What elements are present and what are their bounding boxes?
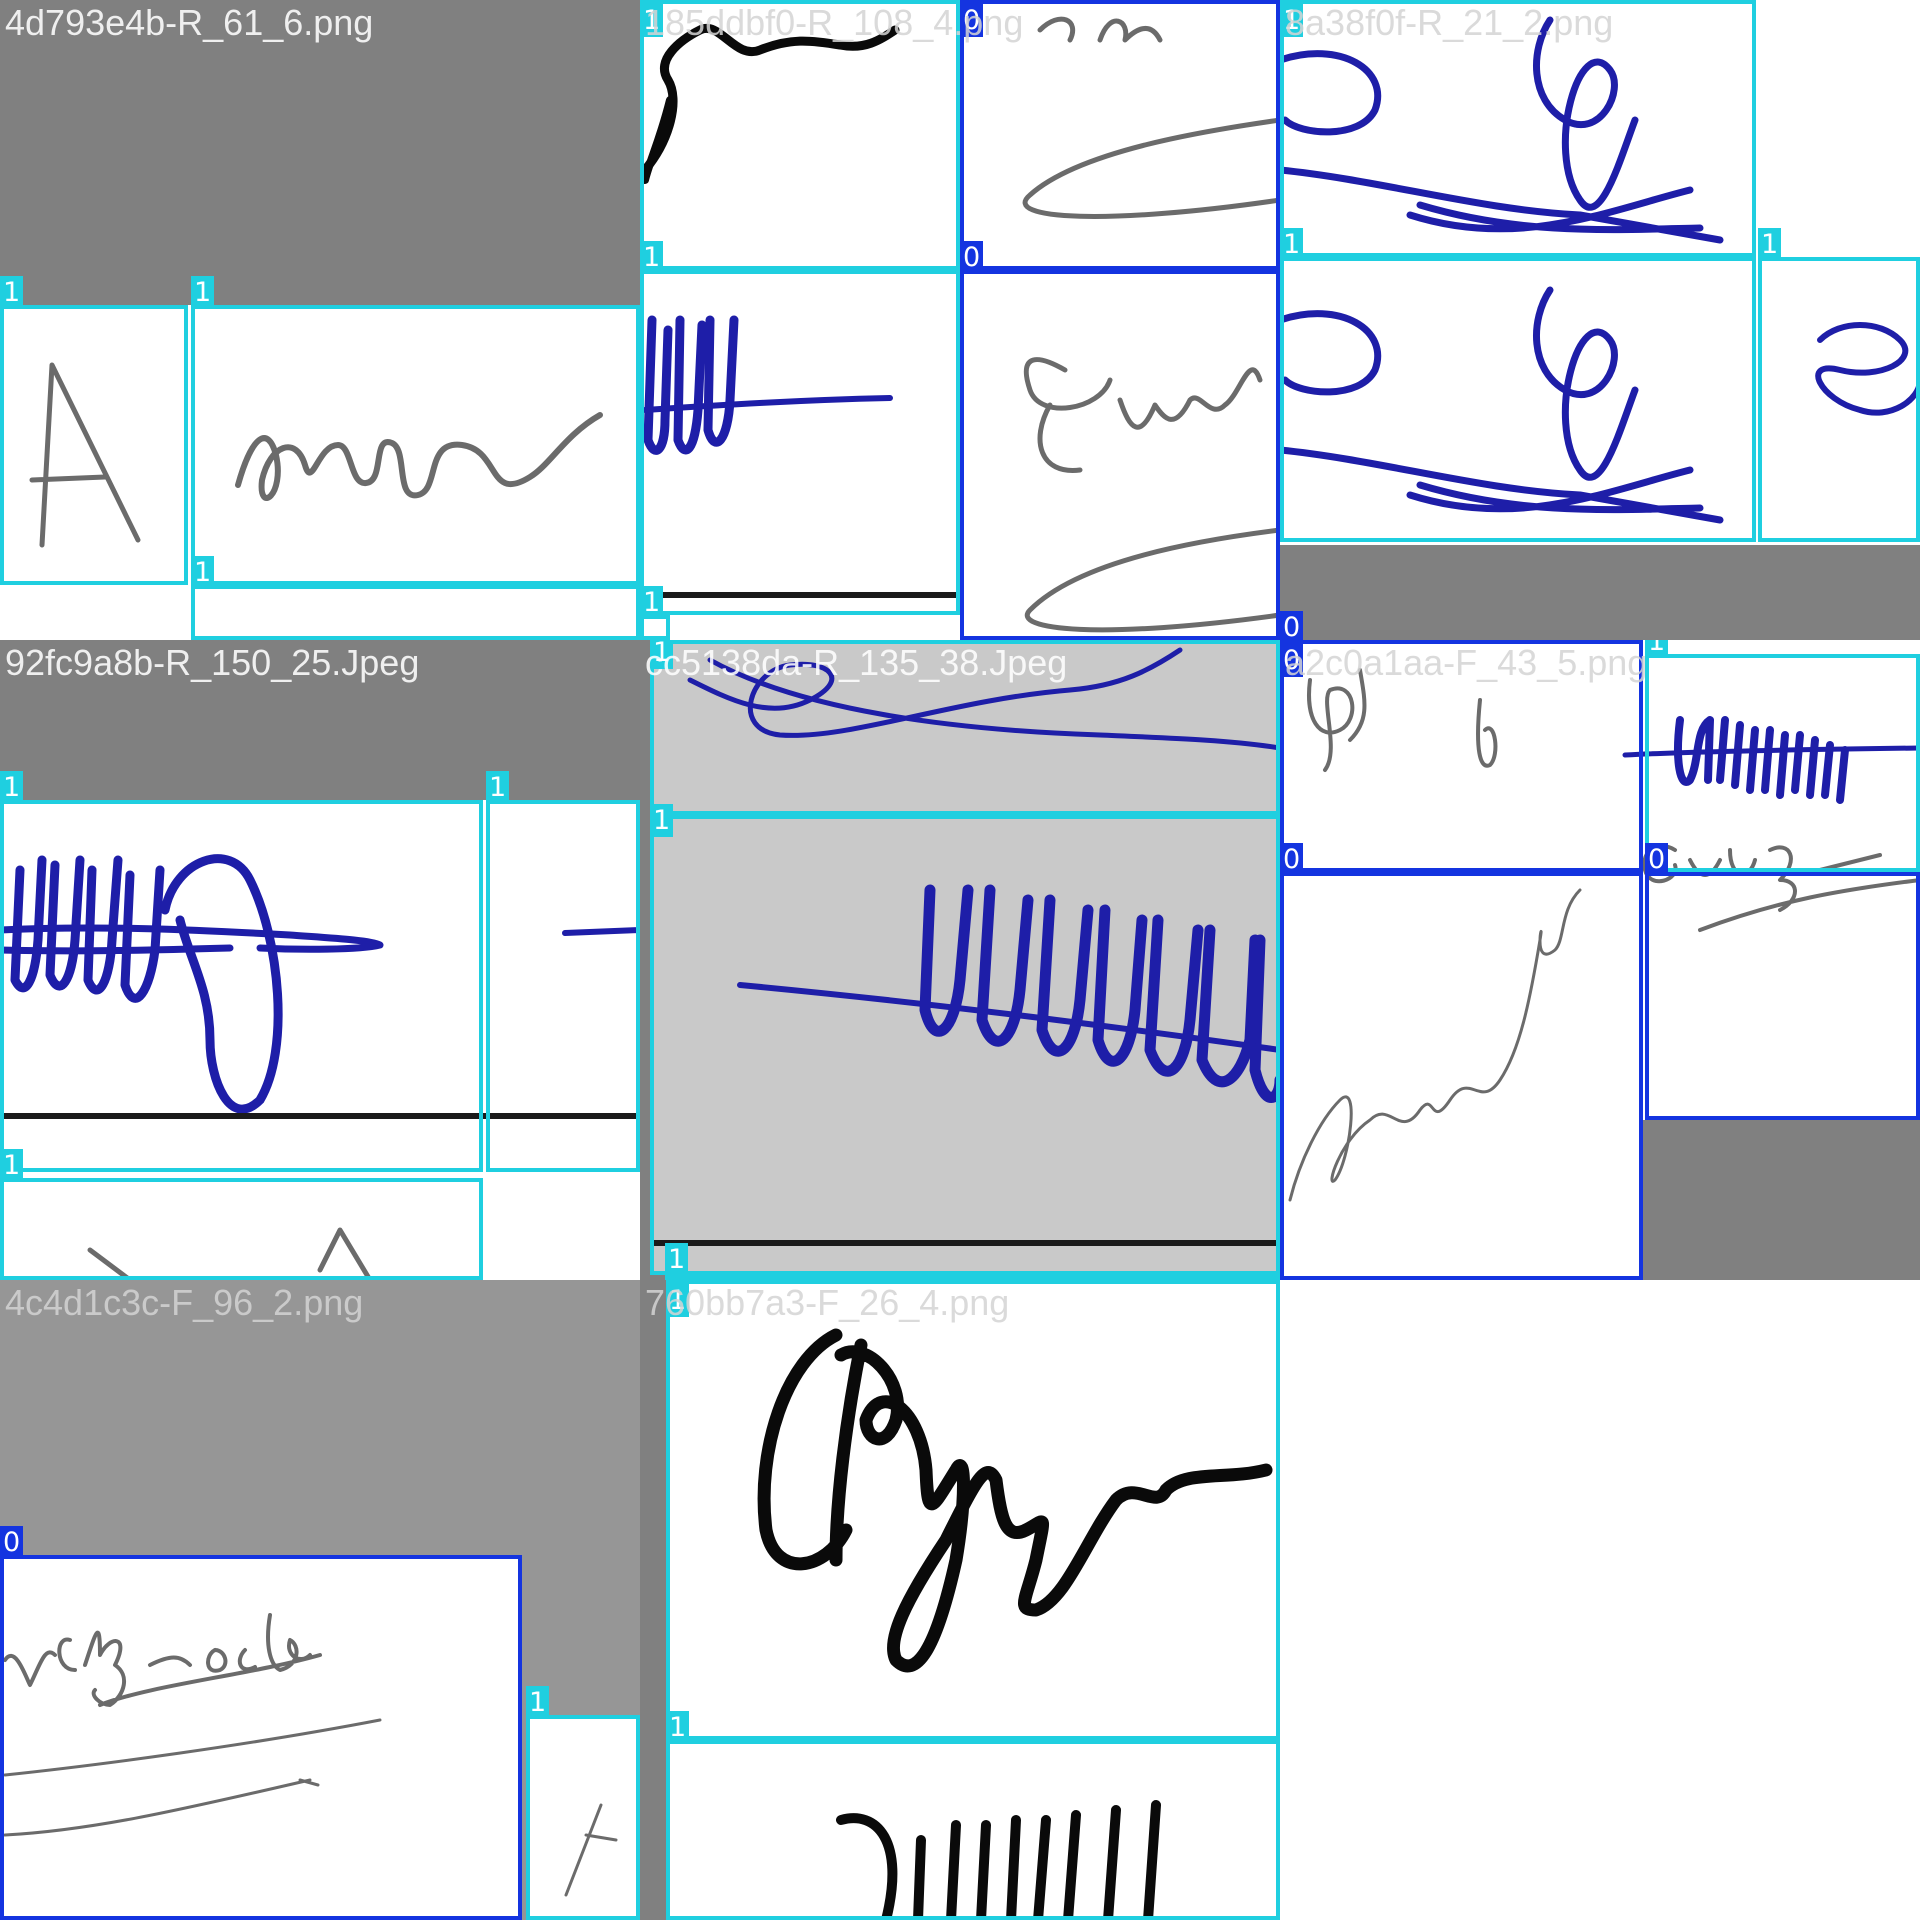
detection-box: 1 xyxy=(526,1686,640,1920)
class-label: 1 xyxy=(191,276,215,309)
class-label: 0 xyxy=(960,241,984,274)
detection-box: 1 xyxy=(650,640,1280,815)
signature-image xyxy=(640,270,960,640)
signature-stroke xyxy=(1024,527,1280,633)
signature-image xyxy=(960,0,1280,640)
mosaic-tile: cc5138da-R_135_38.Jpeg 1 1 1 xyxy=(640,640,1280,1280)
signature-stroke xyxy=(737,982,1280,1053)
mosaic-tile: 185ddbf0-R_108_4.png 1 0 1 0 1 xyxy=(640,0,1280,640)
class-label: 1 xyxy=(666,1284,690,1317)
signature-stroke xyxy=(0,924,384,955)
baseline-rule xyxy=(0,1113,640,1119)
class-label: 0 xyxy=(1280,644,1304,677)
signature-image xyxy=(1280,0,1920,545)
class-label: 0 xyxy=(1280,611,1304,640)
baseline-rule xyxy=(650,1240,1280,1246)
class-label: 1 xyxy=(650,804,674,837)
signature-stroke xyxy=(1280,286,1724,524)
class-label: 0 xyxy=(1280,843,1304,876)
signature-stroke xyxy=(757,1328,1273,1673)
class-label: 1 xyxy=(666,1711,690,1744)
signature-stroke xyxy=(562,927,640,936)
class-label: 1 xyxy=(1758,228,1782,261)
detection-box: 0 xyxy=(1280,640,1643,872)
detection-box: 1 xyxy=(650,804,1280,1275)
class-label: 1 xyxy=(0,771,24,804)
signature-image xyxy=(526,1715,640,1920)
detection-box: 0 xyxy=(0,1526,522,1920)
detection-box: 1 xyxy=(1758,228,1920,542)
detection-box: 1 xyxy=(666,1711,1280,1920)
signature-stroke xyxy=(87,1227,373,1280)
class-label: 1 xyxy=(0,1149,24,1182)
baseline-rule xyxy=(640,592,960,598)
class-label: 0 xyxy=(0,1526,24,1559)
signature-image xyxy=(640,0,960,270)
letterbox-background xyxy=(1640,1120,1920,1280)
signature-stroke xyxy=(642,395,893,413)
class-label: 1 xyxy=(1645,640,1669,658)
class-label: 1 xyxy=(0,276,24,309)
detection-box: 0 xyxy=(1645,843,1920,1120)
signature-stroke xyxy=(641,96,674,184)
signature-stroke xyxy=(1288,888,1582,1202)
signature-image xyxy=(0,800,640,1280)
detection-box: 1 xyxy=(640,0,960,270)
mosaic-tile: 4c4d1c3c-F_96_2.png 0 1 xyxy=(0,1280,640,1920)
signature-stroke xyxy=(3,1718,382,1837)
signature-stroke xyxy=(1815,322,1920,416)
signature-image xyxy=(666,1280,1280,1920)
class-label: 1 xyxy=(640,586,664,619)
mosaic-tile: 4d793e4b-R_61_6.png 1 1 1 xyxy=(0,0,640,640)
signature-stroke xyxy=(1307,668,1498,772)
signature-stroke xyxy=(687,647,1280,751)
detection-box: 1 xyxy=(640,241,960,615)
detection-box: 1 xyxy=(0,276,188,585)
signature-stroke xyxy=(1023,357,1263,473)
detection-box: 1 xyxy=(666,1280,1280,1740)
class-label: 1 xyxy=(526,1686,550,1719)
signature-stroke xyxy=(29,362,141,548)
class-label: 1 xyxy=(486,771,510,804)
signature-stroke xyxy=(3,1613,322,1707)
detection-box: 1 xyxy=(0,771,483,1172)
mosaic-tile: 8a38f0f-R_21_2.png 1 1 1 0 xyxy=(1280,0,1920,640)
detection-box: 1 xyxy=(191,556,640,640)
detection-box: 0 xyxy=(960,241,1280,640)
signature-stroke xyxy=(919,884,1280,1103)
detection-box: 1 xyxy=(486,771,640,1172)
detection-box: 1 xyxy=(1280,228,1756,542)
class-label: 1 xyxy=(191,556,215,589)
mosaic-tile: a2c0a1aa-F_43_5.png 0 1 0 0 xyxy=(1280,640,1920,1280)
signature-stroke xyxy=(640,23,900,175)
class-label: 0 xyxy=(1645,843,1669,876)
signature-stroke xyxy=(836,1800,1161,1920)
signature-stroke xyxy=(1037,16,1163,43)
signature-stroke xyxy=(1280,16,1724,244)
signature-stroke xyxy=(564,1803,618,1897)
class-label: 0 xyxy=(960,4,984,37)
signature-stroke xyxy=(235,412,603,502)
signature-stroke xyxy=(10,854,283,1114)
class-label: 1 xyxy=(640,241,664,274)
class-label: 1 xyxy=(1280,4,1304,37)
class-label: 1 xyxy=(1280,228,1304,261)
signature-image xyxy=(0,1555,522,1920)
detection-box: 1 xyxy=(665,1243,1280,1280)
mosaic-tile: 92fc9a8b-R_150_25.Jpeg 1 1 1 xyxy=(0,640,640,1280)
detection-box: 1 xyxy=(1280,0,1756,257)
class-label: 1 xyxy=(650,640,674,669)
detection-box: 1 xyxy=(0,1149,483,1280)
detection-box: 0 xyxy=(1280,843,1643,1280)
detection-box: 1 xyxy=(191,276,640,585)
class-label: 1 xyxy=(665,1243,689,1276)
class-label: 1 xyxy=(640,4,664,37)
signature-image xyxy=(650,640,1280,1272)
signature-stroke xyxy=(1022,117,1280,219)
detection-box: 0 xyxy=(960,0,1280,270)
detection-box: 1 xyxy=(1645,640,1920,872)
mosaic-tile: 760bb7a3-F_26_4.png 1 1 xyxy=(640,1280,1280,1920)
detection-box: 1 xyxy=(640,586,670,640)
